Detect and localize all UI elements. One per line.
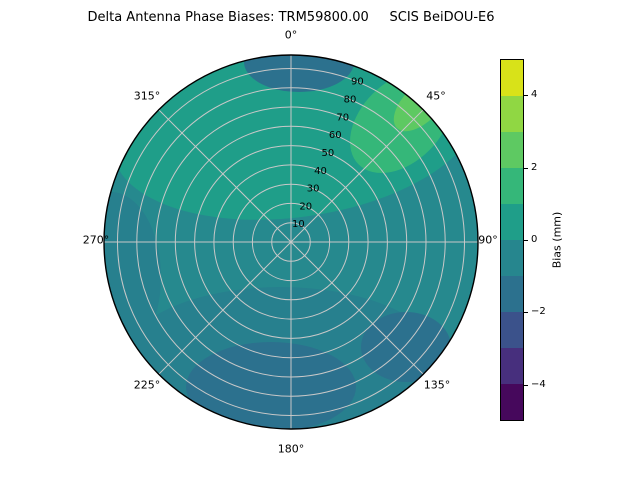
contour-region-southeast-dark xyxy=(361,312,451,382)
colorbar-band xyxy=(501,276,523,312)
radial-tick-label: 80 xyxy=(344,95,357,106)
azimuth-label-315: 315° xyxy=(133,89,161,103)
grid-spoke xyxy=(158,109,424,375)
contour-region-top-notch xyxy=(244,55,354,92)
azimuth-label-225: 225° xyxy=(133,378,161,392)
radial-tick-label: 20 xyxy=(299,201,312,212)
radial-tick-label: 60 xyxy=(329,130,342,141)
colorbar-tick-label: 2 xyxy=(531,162,538,173)
azimuth-label-135: 135° xyxy=(423,378,451,392)
colorbar-tick xyxy=(524,312,528,313)
azimuth-label-45: 45° xyxy=(426,89,446,103)
colorbar-tick-label: −2 xyxy=(531,306,546,317)
radial-tick-label: 30 xyxy=(307,184,320,195)
radial-tick-label: 10 xyxy=(292,219,305,230)
azimuth-label-180: 180° xyxy=(277,442,305,456)
radial-tick-label: 70 xyxy=(336,112,349,123)
colorbar-tick-label: 4 xyxy=(531,89,538,100)
colorbar-band xyxy=(501,204,523,240)
colorbar-band xyxy=(501,96,523,132)
colorbar-tick xyxy=(524,240,528,241)
colorbar-band xyxy=(501,60,523,96)
colorbar-tick xyxy=(524,95,528,96)
colorbar-band xyxy=(501,384,523,420)
polar-boundary xyxy=(103,54,479,430)
colorbar-tick xyxy=(524,385,528,386)
colorbar xyxy=(500,59,524,421)
azimuth-label-0: 0° xyxy=(284,28,298,42)
colorbar-band xyxy=(501,348,523,384)
colorbar-tick-label: −4 xyxy=(531,379,546,390)
colorbar-band xyxy=(501,168,523,204)
radial-tick-labels: 10 20 30 40 50 60 70 80 90 xyxy=(292,77,364,231)
radial-tick-label: 50 xyxy=(322,148,335,159)
colorbar-axis-label: Bias (mm) xyxy=(550,211,564,269)
azimuth-label-90: 90° xyxy=(478,233,498,247)
azimuth-label-270: 270° xyxy=(82,233,110,247)
colorbar-tick xyxy=(524,168,528,169)
chart-title: Delta Antenna Phase Biases: TRM59800.00 … xyxy=(87,10,495,25)
polar-grid xyxy=(104,55,478,429)
radial-tick-label: 40 xyxy=(314,166,327,177)
colorbar-band xyxy=(501,240,523,276)
polar-plot: 10 20 30 40 50 60 70 80 90 xyxy=(103,54,479,430)
contour-region-bottom-darker xyxy=(186,342,356,429)
colorbar-tick-label: 0 xyxy=(531,234,538,245)
radial-tick-label: 90 xyxy=(351,77,364,88)
colorbar-band xyxy=(501,312,523,348)
colorbar-band xyxy=(501,132,523,168)
